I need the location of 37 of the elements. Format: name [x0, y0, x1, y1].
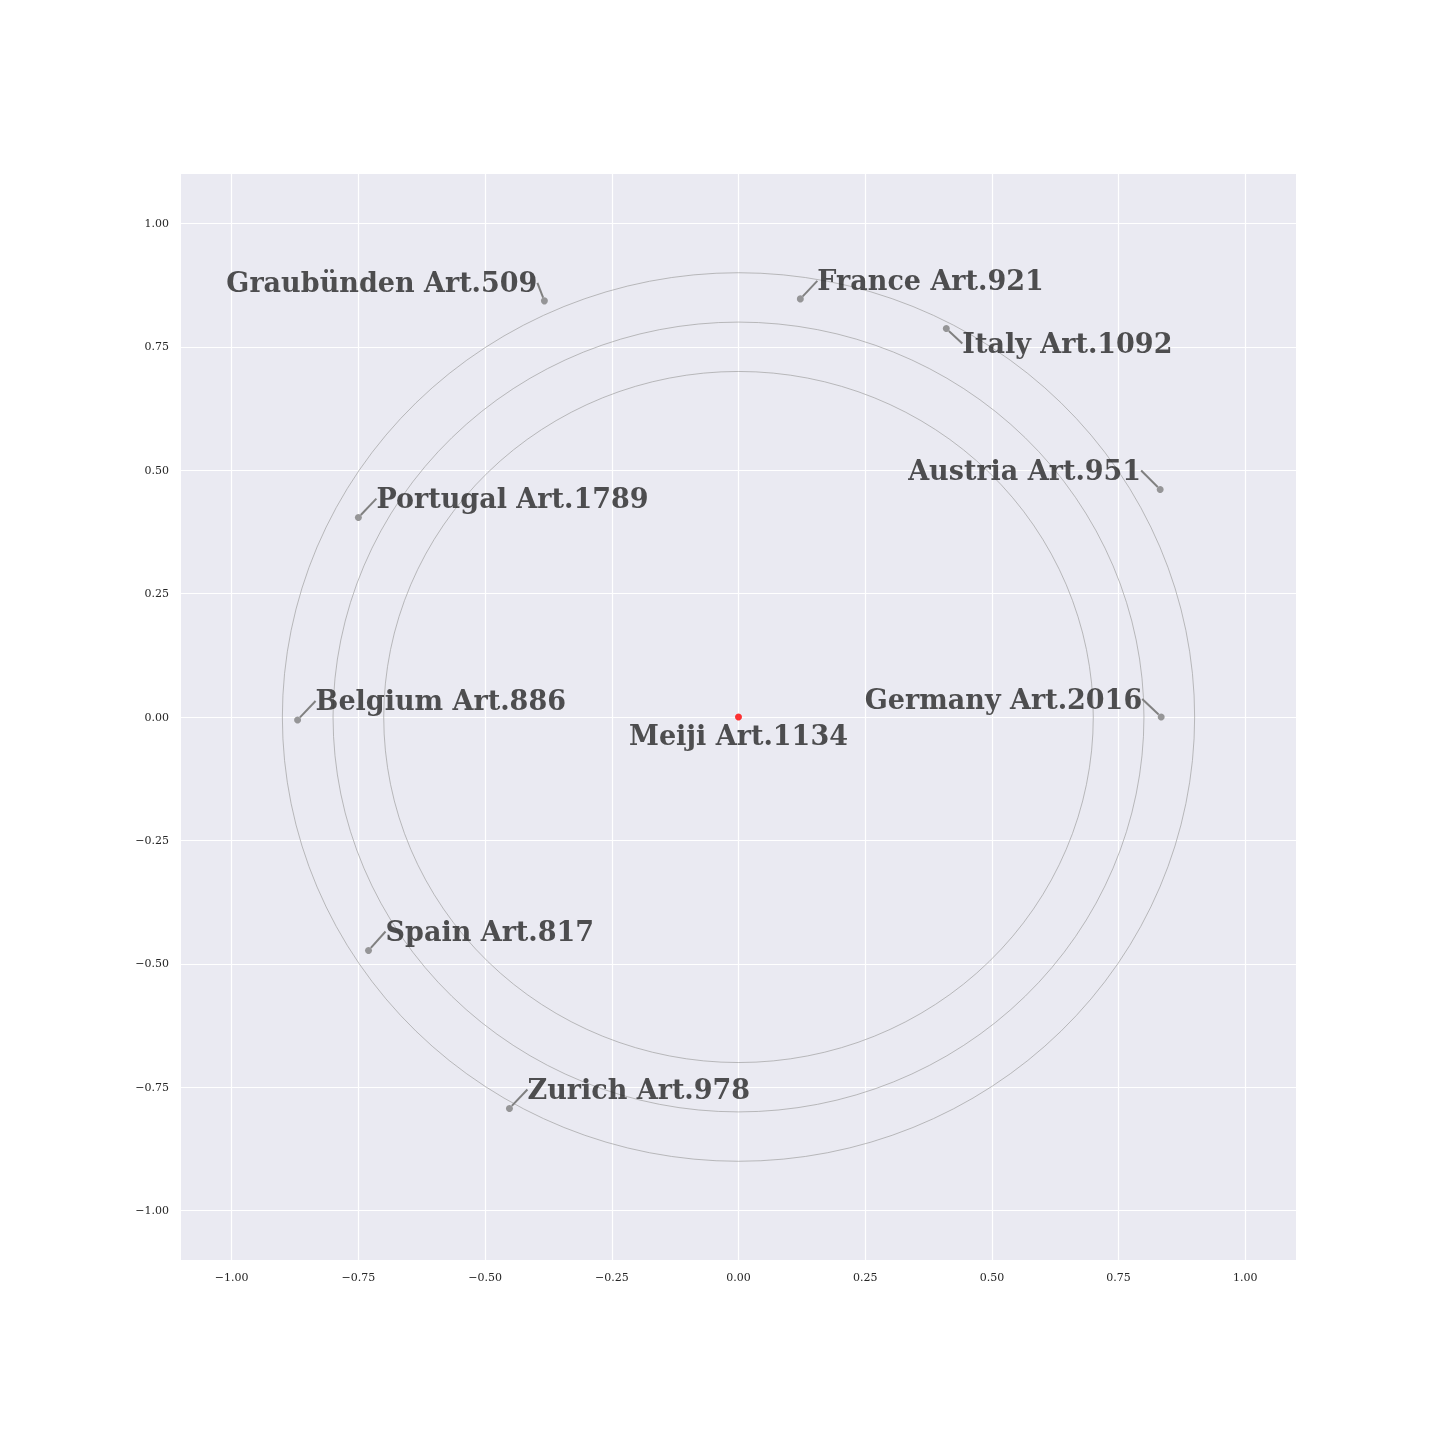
- y-tick-label: 0.50: [144, 463, 169, 477]
- point: [1156, 485, 1164, 493]
- y-tick-label: 0.25: [144, 587, 169, 601]
- data-label: Meiji Art.1134: [629, 719, 848, 751]
- point: [505, 1104, 513, 1112]
- y-tick-label: −1.00: [135, 1204, 169, 1218]
- x-tick-label: 0.75: [1106, 1271, 1131, 1284]
- point: [294, 716, 302, 724]
- x-tick-label: 0.00: [726, 1271, 751, 1284]
- point: [942, 325, 950, 333]
- x-tick-label: 0.25: [852, 1271, 878, 1284]
- point: [796, 295, 804, 303]
- x-tick-label: 0.50: [979, 1271, 1005, 1284]
- data-label: Italy Art.1092: [962, 328, 1173, 360]
- y-tick-label: −0.25: [135, 833, 169, 847]
- data-label: Spain Art.817: [385, 915, 595, 947]
- x-tick-label: −1.00: [214, 1271, 249, 1284]
- x-tick-label: −0.50: [468, 1271, 502, 1284]
- data-label: Austria Art.951: [907, 454, 1142, 486]
- y-tick-label: −0.50: [135, 957, 169, 971]
- point: [1157, 713, 1165, 721]
- x-tick-label: −0.25: [594, 1271, 629, 1284]
- data-label: Graubünden Art.509: [226, 267, 538, 299]
- data-label: Zurich Art.978: [527, 1073, 751, 1105]
- data-label: France Art.921: [817, 265, 1044, 297]
- x-tick-label: −0.75: [341, 1271, 376, 1284]
- data-label: Germany Art.2016: [864, 683, 1143, 715]
- point: [354, 514, 362, 522]
- point: [540, 297, 548, 305]
- data-label: Belgium Art.886: [315, 685, 566, 717]
- y-tick-label: 0.75: [144, 340, 169, 354]
- y-tick-label: 0.00: [144, 710, 169, 724]
- y-tick-label: 1.00: [144, 216, 169, 230]
- point: [365, 946, 373, 954]
- y-tick-label: −0.75: [135, 1080, 169, 1094]
- data-label: Portugal Art.1789: [376, 483, 649, 515]
- x-tick-label: 1.00: [1233, 1271, 1258, 1284]
